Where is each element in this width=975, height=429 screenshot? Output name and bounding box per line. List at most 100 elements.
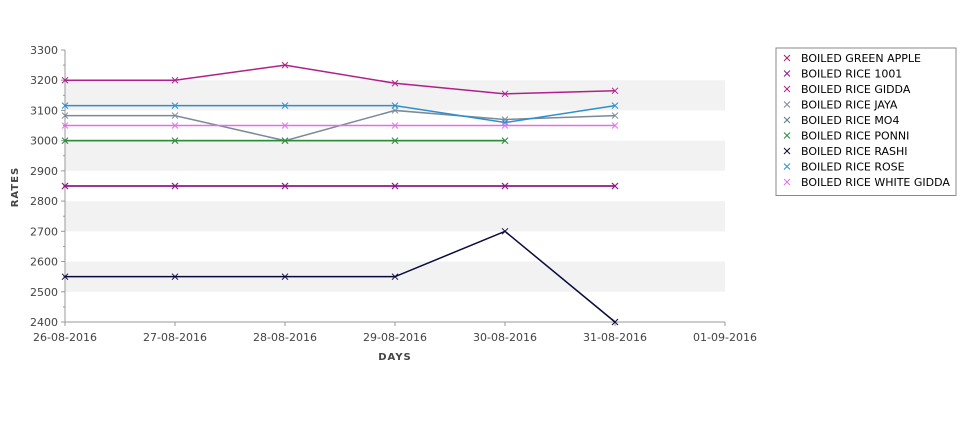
legend-marker [783, 54, 791, 62]
x-tick-label: 01-09-2016 [693, 331, 757, 344]
data-point [391, 122, 399, 129]
series-boiled-rice-rashi [61, 227, 619, 326]
data-point [611, 102, 619, 109]
data-point [281, 102, 289, 109]
x-axis-title: DAYS [378, 352, 412, 363]
data-point [611, 122, 619, 129]
series-boiled-rice-1001 [61, 182, 619, 190]
data-point [501, 227, 509, 235]
y-tick-label: 2900 [30, 165, 58, 178]
legend-item: BOILED RICE PONNI [783, 130, 909, 143]
data-point [391, 79, 399, 87]
x-tick-label: 28-08-2016 [253, 331, 317, 344]
legend-label: BOILED RICE PONNI [801, 130, 909, 143]
series-line [65, 230, 616, 323]
data-point [171, 137, 179, 145]
data-point [61, 273, 69, 281]
legend-item: BOILED RICE WHITE GIDDA [783, 176, 950, 189]
legend-marker [783, 85, 791, 93]
legend-item: BOILED RICE GIDDA [783, 83, 911, 96]
data-point [171, 273, 179, 281]
legend-item: BOILED RICE 1001 [783, 68, 902, 81]
x-tick-label: 30-08-2016 [473, 331, 537, 344]
data-point [611, 182, 619, 190]
series-boiled-rice-ponni [61, 137, 509, 145]
data-point [281, 137, 289, 145]
series-boiled-rice-white-gidda [61, 122, 619, 129]
series-line [65, 64, 616, 95]
y-tick-label: 3300 [30, 44, 58, 57]
y-tick-label: 2800 [30, 195, 58, 208]
x-tick-label: 31-08-2016 [583, 331, 647, 344]
y-tick-label: 2700 [30, 225, 58, 238]
grid-band [65, 201, 725, 232]
data-point [281, 273, 289, 281]
data-point [391, 273, 399, 281]
series-line [65, 104, 616, 124]
y-axis-ticks: 2400 2500 2600 2700 2800 2900 3000 3100 3200 3300 [30, 44, 65, 329]
legend-label: BOILED GREEN APPLE [801, 52, 921, 65]
x-tick-label: 26-08-2016 [33, 331, 97, 344]
data-point [171, 182, 179, 190]
data-point [61, 122, 69, 129]
data-point [611, 318, 619, 326]
y-tick-label: 2400 [30, 316, 58, 329]
data-point [61, 76, 69, 84]
legend-marker [783, 132, 791, 139]
x-tick-label: 29-08-2016 [363, 331, 427, 344]
legend-label: BOILED RICE MO4 [801, 114, 899, 127]
data-point [171, 112, 179, 119]
legend-marker [783, 101, 791, 108]
data-point [501, 119, 509, 126]
data-point [501, 137, 509, 145]
data-point [391, 102, 399, 109]
legend-label: BOILED RICE WHITE GIDDA [801, 176, 950, 189]
data-point [501, 90, 509, 98]
data-point [501, 182, 509, 190]
y-tick-label: 3200 [30, 74, 58, 87]
legend: BOILED GREEN APPLE BOILED RICE 1001 BOILED… [775, 47, 957, 196]
y-tick-label: 2600 [30, 256, 58, 269]
y-tick-label: 2500 [30, 286, 58, 299]
data-point [611, 87, 619, 95]
y-tick-label: 3000 [30, 135, 58, 148]
series-boiled-rice-rose [61, 102, 619, 126]
legend-item: BOILED RICE JAYA [783, 99, 898, 112]
data-point [281, 61, 289, 69]
legend-marker [783, 116, 791, 124]
data-point [61, 137, 69, 145]
data-point [171, 102, 179, 109]
data-point [61, 102, 69, 109]
legend-marker [783, 178, 791, 186]
y-tick-label: 3100 [30, 104, 58, 117]
grid-band [65, 140, 725, 171]
y-axis-title: RATES [10, 167, 21, 208]
data-point [611, 112, 619, 119]
legend-label: BOILED RICE RASHI [801, 145, 908, 158]
series-lines [61, 61, 619, 326]
legend-marker [783, 163, 791, 170]
data-point [281, 182, 289, 190]
legend-item: BOILED RICE RASHI [783, 145, 908, 158]
legend-item: BOILED RICE MO4 [783, 114, 899, 127]
legend-label: BOILED RICE JAYA [801, 99, 898, 112]
x-tick-label: 27-08-2016 [143, 331, 207, 344]
data-point [171, 76, 179, 84]
data-point [501, 122, 509, 129]
legend-marker [783, 70, 791, 77]
data-point [281, 122, 289, 129]
data-point [391, 182, 399, 190]
data-point [391, 107, 399, 114]
data-point [171, 122, 179, 129]
legend-item: BOILED RICE ROSE [783, 161, 905, 174]
legend-label: BOILED RICE 1001 [801, 68, 902, 81]
x-axis-ticks: 26-08-2016 27-08-2016 28-08-2016 29-08-2016… [33, 322, 757, 344]
legend-item: BOILED GREEN APPLE [783, 52, 921, 65]
legend-label: BOILED RICE GIDDA [801, 83, 911, 96]
legend-label: BOILED RICE ROSE [801, 161, 905, 174]
data-point [61, 182, 69, 190]
data-point [391, 137, 399, 145]
legend-marker [783, 147, 791, 155]
series-boiled-rice-gidda [61, 61, 619, 98]
